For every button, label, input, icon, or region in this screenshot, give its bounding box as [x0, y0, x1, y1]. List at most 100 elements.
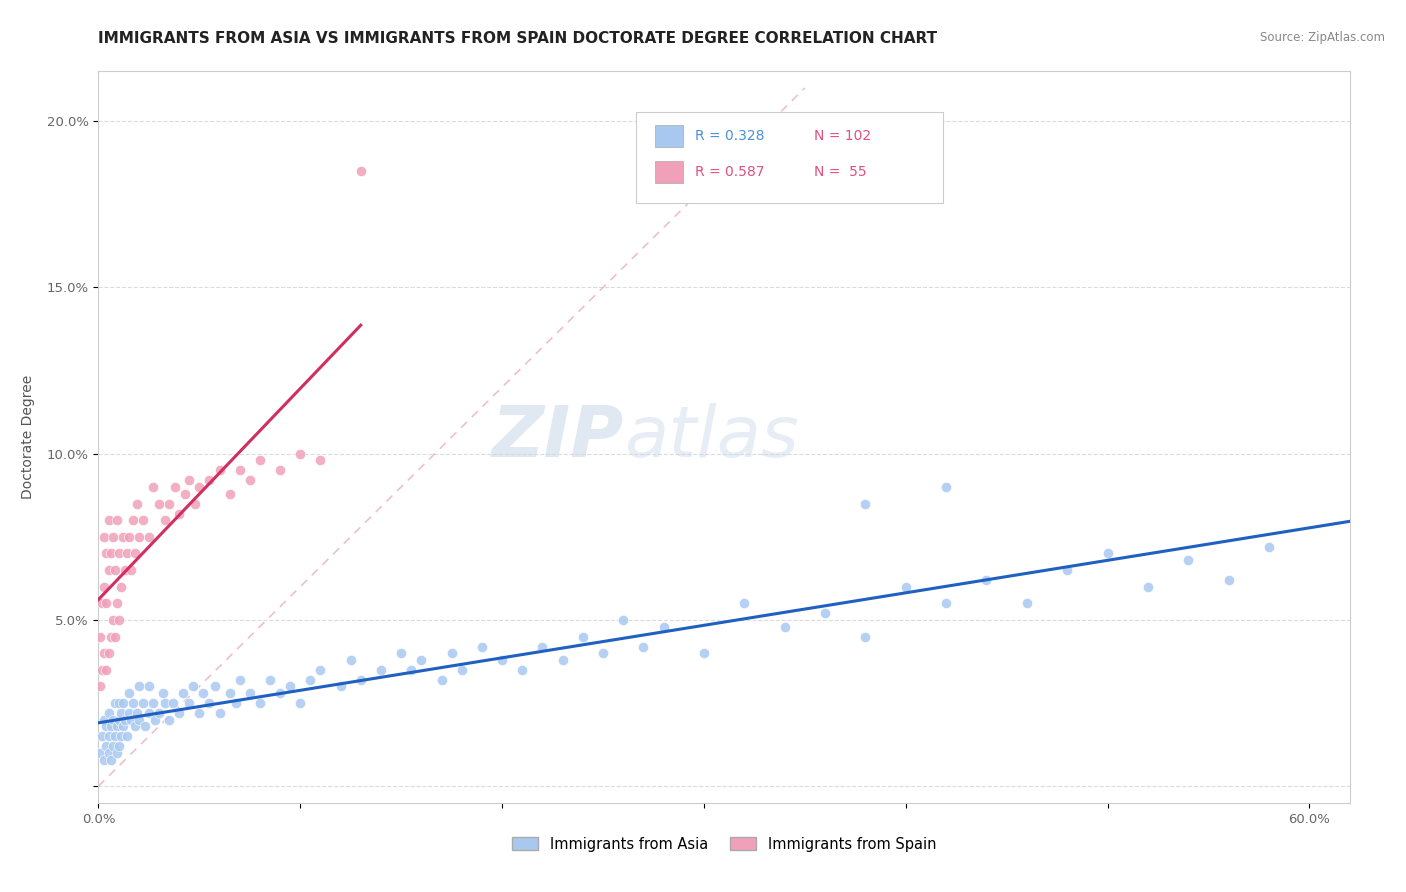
Point	[128, 680, 150, 694]
Point	[132, 513, 155, 527]
Point	[121, 513, 143, 527]
Point	[107, 546, 129, 560]
Text: atlas: atlas	[624, 402, 799, 472]
Point	[350, 164, 373, 178]
Point	[208, 706, 231, 720]
Point	[198, 696, 221, 710]
Point	[652, 619, 675, 633]
Point	[1097, 546, 1119, 560]
Text: ZIP: ZIP	[492, 402, 624, 472]
Point	[93, 646, 115, 660]
Point	[115, 546, 138, 560]
Text: R = 0.587: R = 0.587	[696, 165, 765, 179]
Point	[184, 497, 207, 511]
Point	[290, 696, 312, 710]
Point	[290, 447, 312, 461]
Point	[572, 630, 595, 644]
Point	[97, 563, 120, 577]
Point	[101, 613, 124, 627]
Point	[114, 563, 136, 577]
Point	[138, 680, 160, 694]
Point	[773, 619, 796, 633]
Point	[138, 530, 160, 544]
Point	[239, 473, 262, 487]
Point	[733, 596, 755, 610]
Point	[174, 486, 197, 500]
Point	[935, 596, 957, 610]
Point	[124, 546, 146, 560]
Point	[89, 746, 111, 760]
Point	[103, 630, 125, 644]
Point	[179, 473, 201, 487]
Point	[239, 686, 262, 700]
Point	[110, 729, 132, 743]
Point	[101, 739, 124, 754]
Point	[450, 663, 472, 677]
Point	[100, 630, 122, 644]
Point	[592, 646, 614, 660]
Point	[103, 696, 125, 710]
Point	[93, 713, 115, 727]
Point	[96, 546, 118, 560]
Point	[218, 686, 240, 700]
Point	[91, 596, 114, 610]
Point	[249, 696, 271, 710]
Point	[96, 596, 118, 610]
Point	[107, 739, 129, 754]
FancyBboxPatch shape	[637, 112, 943, 203]
Point	[976, 573, 998, 587]
Point	[551, 653, 574, 667]
Point	[96, 739, 118, 754]
Point	[269, 686, 291, 700]
Point	[138, 706, 160, 720]
Point	[430, 673, 453, 687]
Point	[299, 673, 322, 687]
Point	[249, 453, 271, 467]
Legend: Immigrants from Asia, Immigrants from Spain: Immigrants from Asia, Immigrants from Sp…	[506, 831, 942, 858]
Bar	[655, 125, 683, 146]
Point	[329, 680, 352, 694]
Point	[167, 507, 190, 521]
Point	[100, 753, 122, 767]
Text: N =  55: N = 55	[814, 165, 868, 179]
Point	[105, 746, 128, 760]
Point	[491, 653, 513, 667]
Point	[1056, 563, 1078, 577]
Point	[1015, 596, 1038, 610]
Point	[853, 630, 876, 644]
Text: IMMIGRANTS FROM ASIA VS IMMIGRANTS FROM SPAIN DOCTORATE DEGREE CORRELATION CHART: IMMIGRANTS FROM ASIA VS IMMIGRANTS FROM …	[98, 31, 938, 46]
Point	[204, 680, 226, 694]
Point	[309, 453, 332, 467]
Point	[350, 673, 373, 687]
Point	[115, 729, 138, 743]
Point	[259, 673, 281, 687]
Point	[935, 480, 957, 494]
Point	[96, 663, 118, 677]
Point	[125, 497, 148, 511]
Point	[105, 596, 128, 610]
Point	[100, 719, 122, 733]
Point	[440, 646, 463, 660]
Point	[167, 706, 190, 720]
Point	[97, 706, 120, 720]
Point	[111, 696, 134, 710]
Point	[148, 706, 170, 720]
Point	[228, 673, 250, 687]
Point	[89, 680, 111, 694]
Point	[93, 580, 115, 594]
Point	[401, 663, 423, 677]
Point	[309, 663, 332, 677]
Point	[370, 663, 392, 677]
Point	[153, 513, 176, 527]
Point	[188, 480, 211, 494]
Point	[693, 646, 716, 660]
Point	[89, 630, 111, 644]
Point	[1258, 540, 1281, 554]
Point	[152, 686, 174, 700]
Point	[128, 530, 150, 544]
Point	[153, 696, 176, 710]
Point	[103, 563, 125, 577]
Point	[132, 696, 155, 710]
Point	[114, 713, 136, 727]
Point	[142, 696, 165, 710]
